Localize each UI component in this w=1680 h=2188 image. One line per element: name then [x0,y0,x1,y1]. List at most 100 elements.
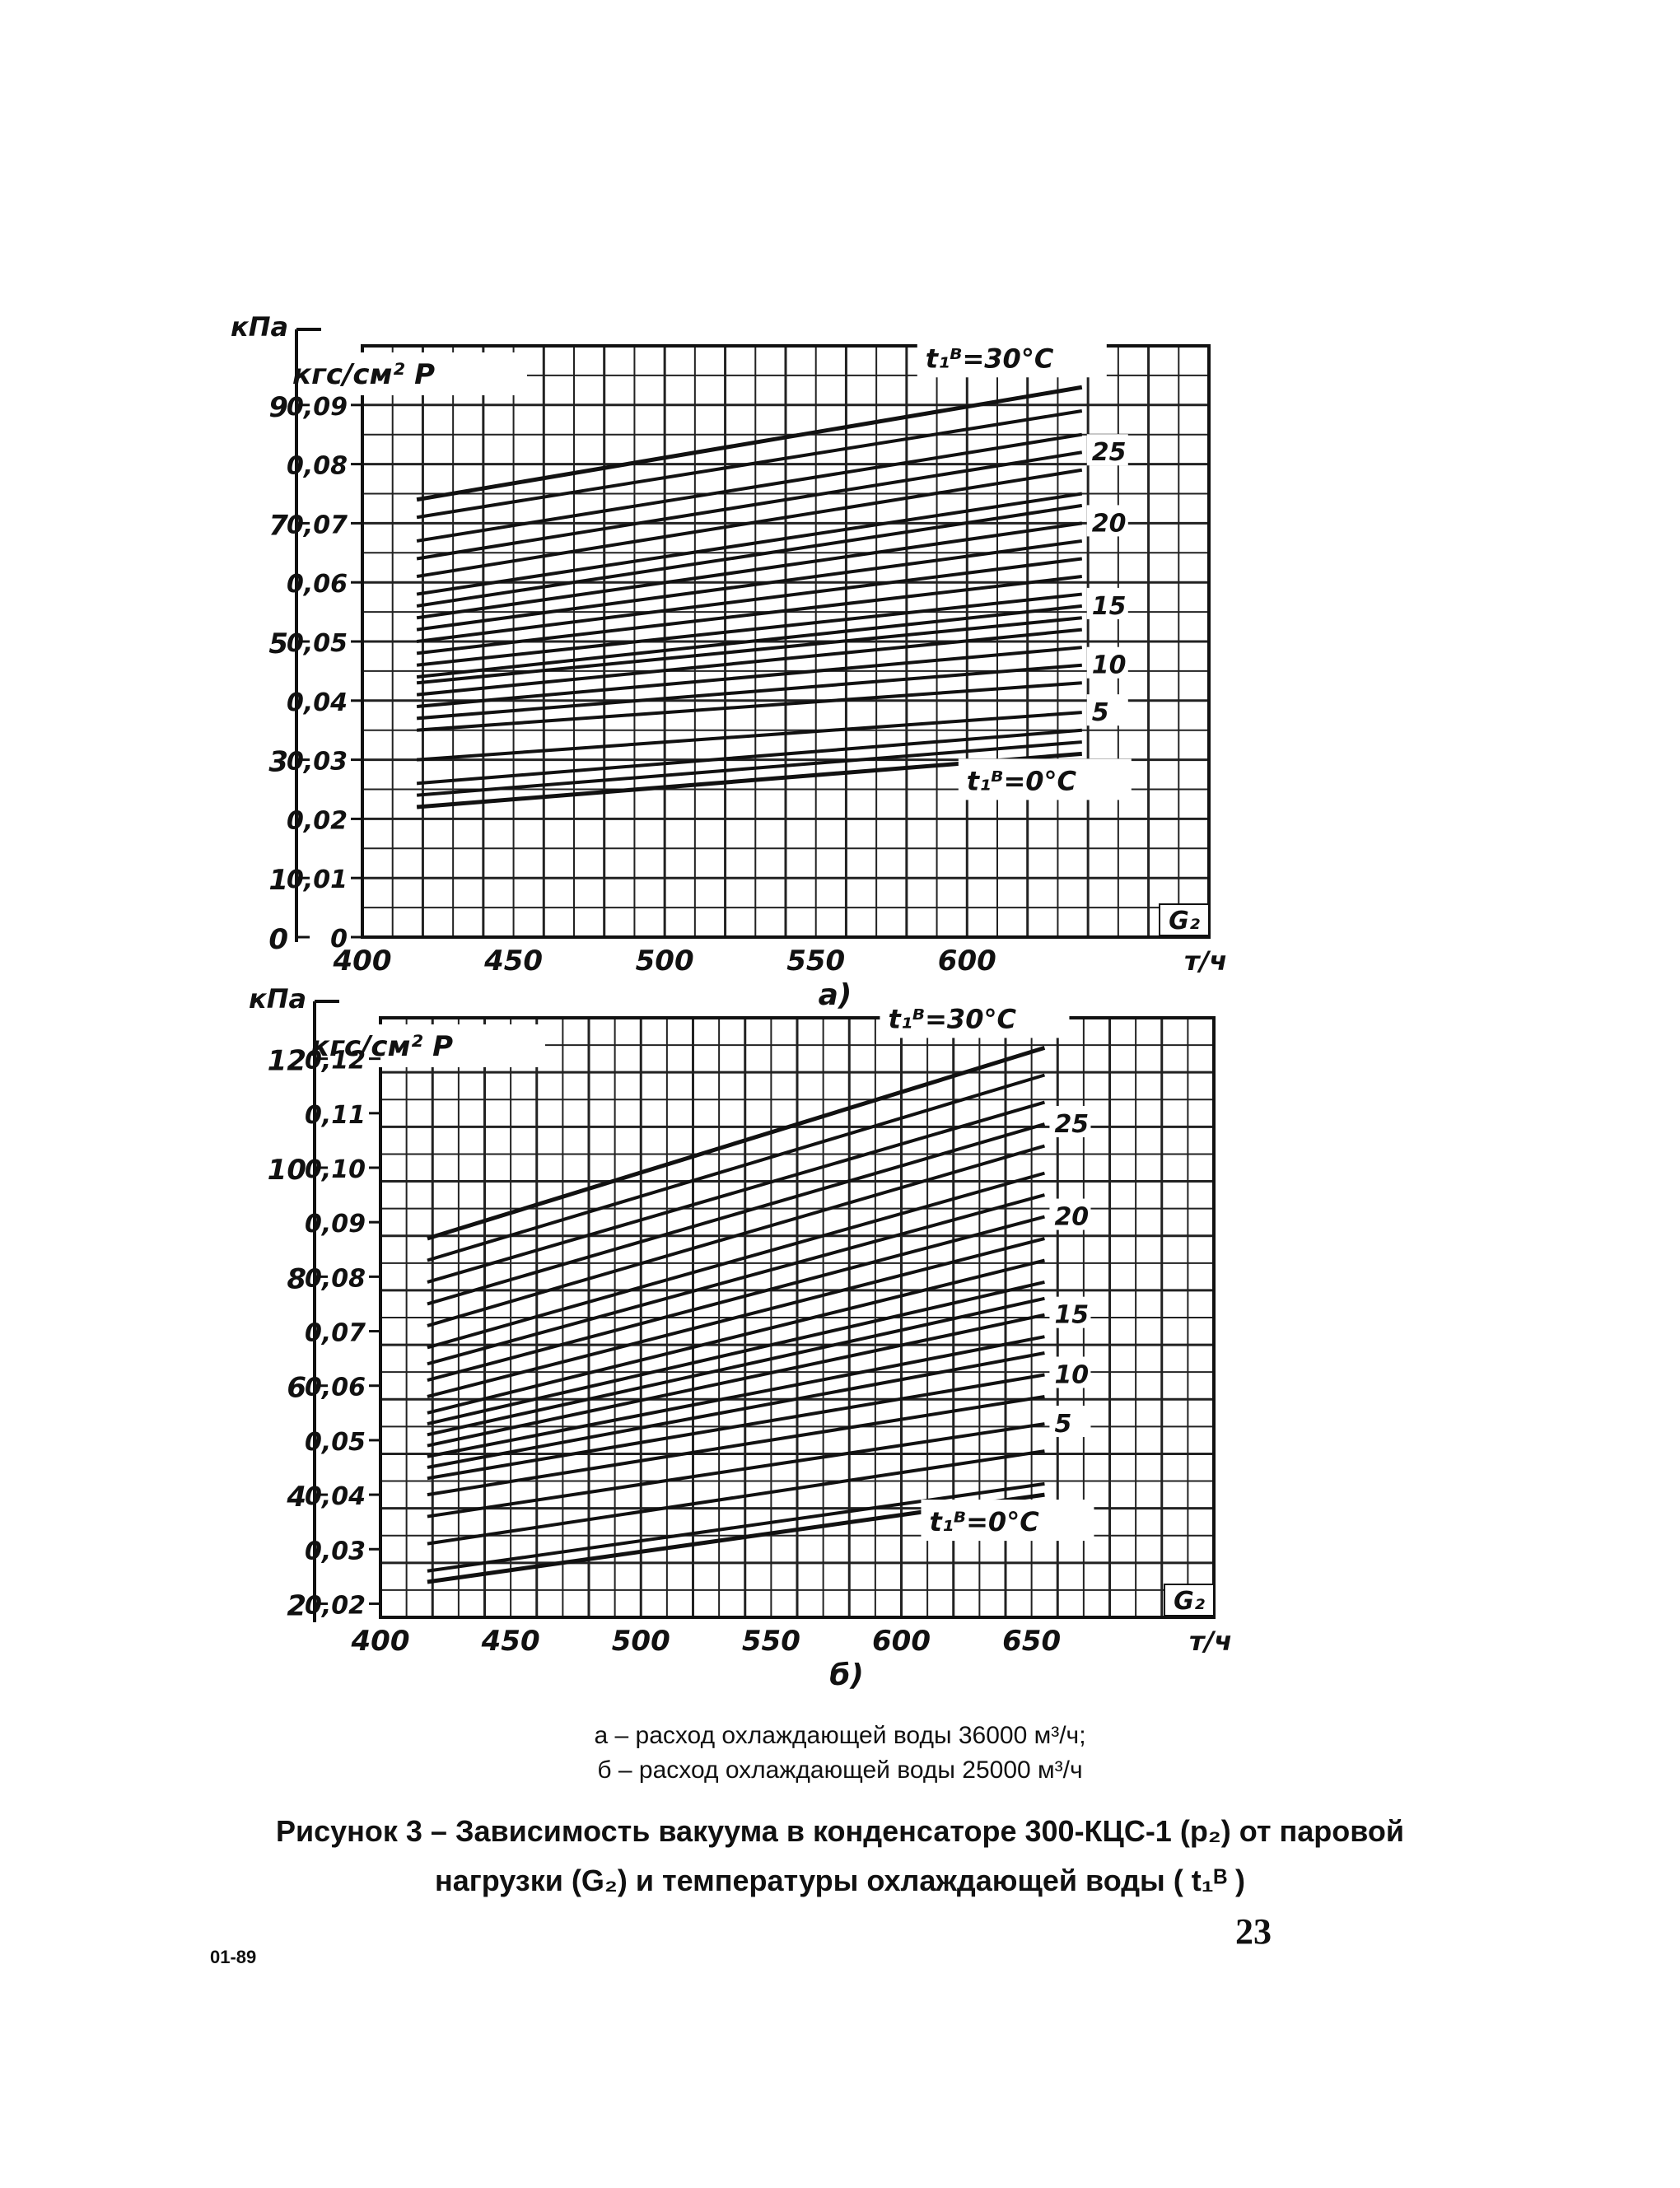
series-line-19 [427,1237,1045,1398]
label-bg-mid [1049,1356,1091,1388]
ytick-kgf-label: 0,07 [287,511,348,539]
xlabel-unit: т/ч [1189,1626,1232,1657]
series-line-15 [416,604,1083,679]
series-line-9 [416,681,1082,732]
curve-label-top: t₁ᴮ=30°C [926,343,1054,374]
label-bg-mid [1086,587,1128,619]
ytick-kgf-label: 0 [330,925,348,954]
ytick-kgf-label: 0,08 [287,452,348,481]
xtick-label: 650 [1002,1625,1061,1658]
series-line-16 [427,1296,1045,1437]
series-line-11 [416,646,1082,708]
series-line-19 [416,539,1083,632]
series-line-1 [416,740,1082,797]
ytick-kgf-label: 0,10 [305,1155,366,1184]
ylabel-kgf: кгс/см² P [310,1030,453,1063]
ytick-kgf-label: 0,04 [305,1482,366,1511]
ytick-kpa-label: 4 [286,1481,306,1514]
ytick-kpa-label: 10 [268,1154,306,1187]
curve-label-15: 15 [1054,1301,1089,1330]
ytick-kgf-label: 0,05 [305,1428,366,1457]
xtick-label: 600 [872,1625,931,1658]
curve-label-25: 25 [1092,438,1127,467]
ytick-kgf-label: 0,09 [305,1210,366,1239]
panel-label: б) [829,1658,864,1692]
ytick-kgf-label: 0,12 [305,1047,366,1075]
grid [379,1016,1216,1619]
label-bg-mid [1049,1106,1091,1138]
series-line-28 [416,409,1083,520]
series-line-20 [427,1215,1045,1383]
series-line-17 [427,1281,1045,1426]
curve-label-15: 15 [1092,592,1127,621]
series-line-21 [416,503,1083,608]
panel-label: а) [819,978,852,1012]
series-lines [427,1046,1046,1584]
label-bg-top [880,996,1070,1038]
series-line-25 [416,450,1083,561]
series-line-18 [416,557,1083,643]
label-bg-bottom [921,1500,1094,1542]
xtick-label: 600 [938,945,996,977]
xsymbol-box [1159,903,1210,936]
ytick-kgf-label: 0,03 [305,1537,366,1565]
ytick-kgf-label: 0,09 [287,393,348,422]
legend-line-b: б – расход охлаждающей воды 25000 м³/ч [597,1756,1083,1784]
series-line-16 [416,592,1083,667]
label-bg-mid [1049,1296,1091,1328]
ytick-kgf-label: 0,08 [305,1264,366,1293]
ytick-kpa-label: 8 [287,1262,306,1295]
xtick-label: 450 [481,1625,540,1658]
label-bg-mid [1086,646,1128,679]
series-line-26 [416,432,1083,543]
curve-label-5: 5 [1092,698,1109,727]
series-line-13 [427,1335,1045,1458]
ylabel-background [288,352,527,395]
ytick-kgf-label: 0,03 [287,748,348,777]
series-line-30 [427,1046,1046,1241]
series-line-22 [427,1171,1045,1350]
xtick-label: 500 [636,945,694,977]
series-line-28 [427,1073,1046,1262]
xlabel-unit: т/ч [1184,945,1227,977]
series-line-14 [416,616,1082,685]
series-line-5 [427,1422,1045,1519]
ytick-kpa-label: 12 [268,1045,306,1078]
xtick-label: 500 [612,1625,670,1658]
series-line-25 [427,1122,1045,1306]
ylabel-kpa: кПа [249,983,306,1015]
curve-label-25: 25 [1054,1110,1089,1139]
series-line-3 [416,728,1082,786]
ytick-kpa-label: 2 [287,1589,306,1622]
xtick-label: 550 [786,945,845,977]
figure-title-line2: нагрузки (G₂) и температуры охлаждающей … [434,1864,1246,1897]
series-line-26 [427,1100,1045,1284]
xsymbol-box [1164,1584,1215,1617]
ylabel-kpa: кПа [231,311,288,343]
series-lines [416,385,1083,809]
series-line-3 [427,1449,1045,1546]
grid [361,344,1211,939]
ytick-kgf-label: 0,11 [305,1101,366,1130]
series-line-10 [416,663,1082,721]
series-line-24 [416,468,1083,578]
curve-label-bottom: t₁ᴮ=0°C [967,765,1077,796]
series-line-20 [416,521,1083,620]
series-line-22 [416,492,1083,596]
ytick-kgf-label: 0,05 [287,629,348,658]
ytick-kpa-label: 3 [268,746,288,779]
plot-frame [379,1016,1216,1619]
xtick-label: 400 [333,945,392,977]
ytick-kgf-label: 0,06 [305,1374,366,1402]
curve-label-20: 20 [1054,1203,1089,1232]
label-bg-mid [1049,1198,1091,1230]
ylabel-background [306,1024,545,1067]
curve-label-10: 10 [1092,651,1127,680]
footer-code: 01-89 [210,1947,257,1967]
curve-label-5: 5 [1054,1410,1071,1439]
series-line-5 [416,711,1082,762]
xtick-label: 550 [742,1625,800,1658]
